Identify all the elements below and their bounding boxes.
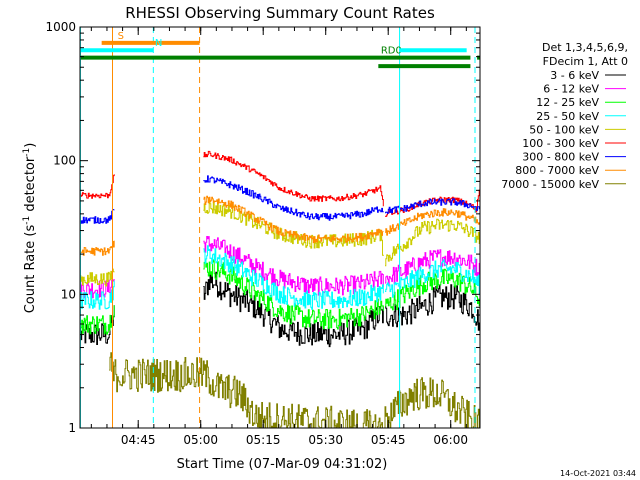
legend-label: 50 - 100 keV [529,123,599,136]
series-line [109,352,480,429]
state-bar-label: S [118,31,124,42]
y-label-part: detector [23,156,38,216]
series-line [203,259,384,330]
series-line [385,249,480,286]
y-axis-label: Count Rate (s-1 detector-1) [22,143,38,314]
series-line [385,259,480,298]
series-8 [109,352,480,429]
series-line [385,268,480,311]
series-line [385,198,480,214]
y-tick-label: 10 [61,287,76,301]
chart-title: RHESSI Observing Summary Count Rates [125,4,435,22]
series-2 [80,259,480,335]
state-bar-label: N [155,38,162,49]
x-tick-label: 06:00 [433,433,468,447]
legend-label: 3 - 6 keV [550,69,599,82]
axes: 04:45 05:00 05:15 05:30 05:45 06:00 1000 100 10 1 [45,20,481,447]
series-line [80,280,115,310]
x-tick-label: 04:45 [121,433,156,447]
y-tick-label: 1000 [45,20,76,34]
series-line [203,236,384,296]
legend-label: 25 - 50 keV [536,110,599,123]
legend-header: Det 1,3,4,5,6,9, [542,41,628,54]
x-tick-label: 05:30 [308,433,343,447]
legend-header: FDecim 1, Att 0 [543,55,628,68]
plot-area: SNRD0RD4 [79,27,480,429]
legend-label: 7000 - 15000 keV [501,178,599,191]
series-line [203,175,384,221]
series-line [80,305,115,335]
y-tick-label: 100 [53,154,76,168]
series-line [80,240,115,256]
state-bar-label: RD0 [381,46,402,57]
legend-label: 800 - 7000 keV [515,164,599,177]
series-line [203,271,384,348]
legend-label: 6 - 12 keV [543,83,599,96]
plot-frame [79,26,481,429]
series-line [80,209,115,224]
x-tick-label: 05:00 [183,433,218,447]
y-label-part: ) [23,143,38,148]
series-line [385,284,480,331]
series-line [385,218,480,267]
legend-label: 300 - 800 keV [522,151,599,164]
series-line [203,195,384,244]
series-line [203,245,384,310]
series-line [385,208,480,236]
series-line [80,268,115,287]
series-6 [80,175,480,224]
y-label-superscript: -1 [22,148,32,157]
series-7 [80,195,480,256]
legend-label: 100 - 300 keV [522,137,599,150]
x-tick-label: 05:15 [246,433,281,447]
series-3 [80,245,480,310]
y-tick-label: 1 [68,421,76,435]
legend-label: 12 - 25 keV [536,96,599,109]
x-tick-label: 05:45 [371,433,406,447]
y-label-part: Count Rate (s [23,225,38,314]
series-line [80,174,115,199]
x-axis-label: Start Time (07-Mar-09 04:31:02) [177,457,388,472]
footer-timestamp: 14-Oct-2021 03:44 [560,469,636,478]
series-line [203,150,384,207]
y-label-superscript: -1 [22,216,32,225]
